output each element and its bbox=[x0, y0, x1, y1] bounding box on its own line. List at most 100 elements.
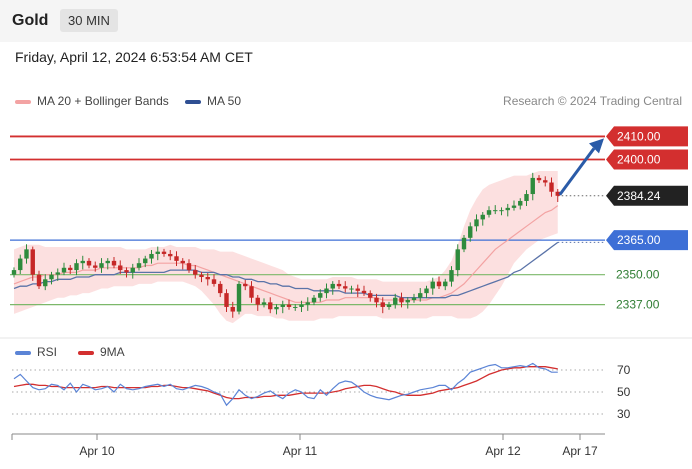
candle-body bbox=[199, 274, 204, 277]
legend-rsi-label: RSI bbox=[37, 345, 58, 359]
rsi-ytick: 50 bbox=[617, 385, 631, 399]
candle-body bbox=[330, 283, 335, 289]
candle-body bbox=[211, 279, 217, 284]
candle-body bbox=[224, 293, 229, 307]
candle-body bbox=[368, 293, 373, 298]
candle-body bbox=[161, 251, 167, 254]
credit-text: Research © 2024 Trading Central bbox=[503, 94, 682, 108]
candle-body bbox=[518, 200, 523, 206]
candle-body bbox=[55, 272, 60, 275]
x-tick-label: Apr 17 bbox=[562, 444, 598, 458]
level-tag-2400.00 bbox=[606, 149, 688, 170]
bollinger-swatch bbox=[15, 99, 31, 104]
legend-bollinger-label: MA 20 + Bollinger Bands bbox=[37, 94, 169, 108]
candle-body bbox=[293, 306, 298, 308]
candle-body bbox=[149, 253, 154, 259]
candle-body bbox=[549, 182, 554, 192]
rsi-ytick: 30 bbox=[617, 407, 631, 421]
candle-body bbox=[186, 263, 192, 271]
rsi-line bbox=[13, 362, 558, 407]
legend-rsi9-label: 9MA bbox=[100, 345, 125, 359]
candle-body bbox=[249, 286, 254, 298]
candle-body bbox=[268, 302, 273, 310]
candle-body bbox=[80, 260, 85, 264]
level-tag-2365.00 bbox=[606, 230, 688, 251]
candle-body bbox=[18, 258, 23, 271]
level-tag-label-2365.00: 2365.00 bbox=[617, 233, 661, 247]
candle-body bbox=[99, 263, 104, 268]
legend-ma50-label: MA 50 bbox=[207, 94, 242, 108]
candle-body bbox=[436, 281, 442, 287]
rsi9-line bbox=[13, 366, 558, 400]
candle-body bbox=[193, 270, 198, 275]
candle-body bbox=[68, 267, 73, 271]
level-tag-label-2384.24: 2384.24 bbox=[617, 189, 661, 203]
timestamp: Friday, April 12, 2024 6:53:54 AM CET bbox=[15, 49, 253, 65]
candle-body bbox=[74, 263, 79, 271]
candle-body bbox=[86, 260, 92, 266]
candle-body bbox=[49, 274, 54, 280]
candle-body bbox=[318, 293, 323, 298]
forecast-arrow-shaft bbox=[558, 147, 596, 196]
candle-body bbox=[474, 219, 479, 227]
candle-body bbox=[486, 210, 492, 215]
candle-body bbox=[530, 177, 535, 195]
candle-body bbox=[349, 288, 354, 290]
level-label-2337.00: 2337.00 bbox=[616, 298, 660, 312]
candle-body bbox=[143, 258, 148, 264]
rsi-ytick: 70 bbox=[617, 363, 631, 377]
level-tag-2384.24 bbox=[606, 185, 688, 206]
candle-body bbox=[274, 306, 279, 310]
rsi9-swatch bbox=[78, 350, 94, 355]
candle-body bbox=[124, 270, 129, 273]
forecast-arrow-head bbox=[589, 138, 604, 154]
x-tick-label: Apr 11 bbox=[283, 444, 318, 458]
level-label-2350.00: 2350.00 bbox=[616, 268, 660, 282]
candle-body bbox=[130, 267, 135, 273]
candle-body bbox=[243, 283, 248, 287]
candle-body bbox=[174, 256, 179, 261]
candle-body bbox=[443, 281, 448, 287]
legend-ma50: MA 50 bbox=[185, 94, 241, 108]
candle-body bbox=[286, 304, 292, 307]
candle-body bbox=[399, 297, 404, 303]
candle-body bbox=[261, 302, 267, 305]
candle-body bbox=[168, 253, 173, 257]
candle-body bbox=[393, 297, 398, 305]
candle-body bbox=[43, 279, 48, 287]
candle-body bbox=[230, 306, 235, 312]
candle-body bbox=[218, 283, 223, 294]
candle-body bbox=[468, 226, 473, 238]
candle-body bbox=[361, 290, 367, 294]
rsi-swatch bbox=[15, 350, 31, 355]
candle-body bbox=[305, 302, 310, 305]
candle-body bbox=[449, 270, 454, 282]
candle-body bbox=[380, 302, 385, 307]
candle-body bbox=[336, 283, 342, 287]
legend-bollinger: MA 20 + Bollinger Bands bbox=[15, 94, 169, 108]
candle-body bbox=[311, 297, 317, 303]
candle-body bbox=[543, 180, 548, 183]
candle-body bbox=[480, 214, 485, 220]
candle-body bbox=[324, 288, 329, 294]
candle-body bbox=[555, 191, 560, 196]
candle-body bbox=[236, 283, 242, 312]
candle-body bbox=[461, 237, 467, 250]
candle-body bbox=[455, 249, 460, 271]
candle-body bbox=[524, 194, 529, 201]
legend-rsi: RSI bbox=[15, 345, 57, 359]
bollinger-band-area bbox=[14, 171, 558, 324]
candle-body bbox=[511, 205, 517, 208]
candle-body bbox=[118, 265, 123, 271]
candle-body bbox=[405, 300, 410, 303]
candle-body bbox=[343, 286, 348, 289]
interval-badge[interactable]: 30 MIN bbox=[60, 9, 118, 32]
level-tag-label-2400.00: 2400.00 bbox=[617, 152, 661, 166]
candle-body bbox=[111, 260, 117, 266]
ma50-line bbox=[13, 241, 559, 299]
candle-body bbox=[180, 260, 185, 264]
candle-body bbox=[280, 304, 285, 307]
candle-body bbox=[374, 297, 379, 303]
ma50-swatch bbox=[185, 99, 201, 104]
